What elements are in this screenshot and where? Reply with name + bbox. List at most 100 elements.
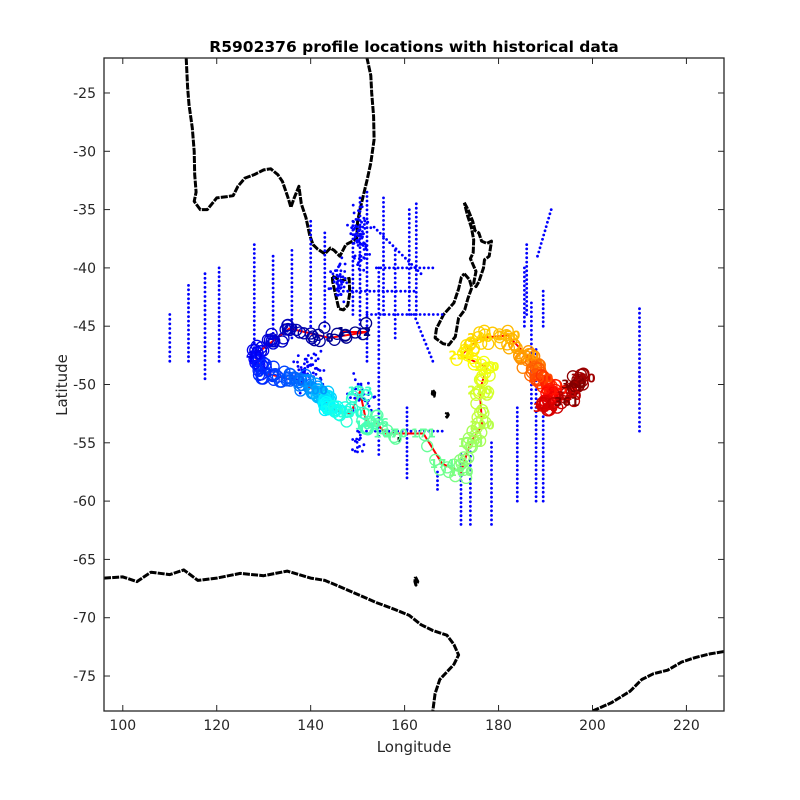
- historical-point: [490, 500, 493, 504]
- historical-point: [403, 289, 407, 293]
- historical-point: [354, 224, 358, 228]
- historical-point: [365, 359, 369, 363]
- profile-number-label: 171: [411, 427, 436, 441]
- historical-point: [358, 250, 362, 254]
- historical-point: [323, 280, 327, 284]
- historical-point: [490, 441, 493, 445]
- historical-point: [309, 265, 313, 269]
- historical-point: [365, 324, 369, 327]
- historical-point: [414, 286, 418, 290]
- historical-point: [363, 223, 366, 226]
- profile-number-label: 8: [325, 331, 333, 345]
- historical-point: [396, 266, 400, 270]
- historical-point: [382, 295, 385, 298]
- historical-point: [515, 495, 519, 499]
- historical-point: [358, 214, 362, 218]
- historical-point: [217, 315, 221, 319]
- historical-point: [271, 254, 275, 258]
- historical-point: [203, 286, 207, 289]
- historical-point: [337, 284, 341, 287]
- historical-point: [436, 474, 439, 478]
- historical-point: [396, 313, 400, 316]
- x-tick-label: 140: [297, 718, 324, 734]
- historical-point: [523, 275, 526, 279]
- historical-point: [296, 354, 300, 357]
- historical-point: [541, 433, 545, 436]
- profile-number-label: 310: [542, 383, 567, 397]
- historical-point: [638, 375, 641, 379]
- historical-point: [638, 343, 641, 347]
- historical-point: [299, 366, 303, 369]
- historical-point: [382, 205, 385, 209]
- historical-point: [323, 231, 327, 235]
- profile-marker: [303, 374, 317, 387]
- historical-point: [426, 347, 430, 350]
- historical-point: [358, 304, 362, 308]
- historical-point: [638, 316, 641, 320]
- historical-point: [271, 277, 275, 281]
- historical-point: [341, 289, 345, 293]
- historical-point: [490, 482, 493, 485]
- historical-point: [303, 362, 306, 366]
- historical-point: [187, 297, 190, 301]
- profile-marker: [265, 368, 279, 382]
- profile-marker: [510, 341, 523, 355]
- historical-point: [541, 237, 544, 241]
- coastline-0: [184, 58, 376, 258]
- historical-point: [405, 450, 409, 453]
- historical-point: [412, 313, 416, 316]
- profile-marker: [482, 337, 495, 351]
- historical-point: [534, 499, 538, 503]
- historical-point: [407, 221, 411, 225]
- historical-point: [377, 280, 381, 283]
- historical-point: [187, 337, 190, 341]
- coastline-5: [591, 650, 724, 711]
- historical-point: [407, 276, 411, 280]
- historical-point: [407, 281, 411, 284]
- historical-point: [365, 266, 369, 270]
- historical-point: [407, 212, 411, 216]
- historical-point: [358, 445, 361, 448]
- historical-point: [377, 380, 381, 384]
- historical-point: [309, 324, 313, 328]
- historical-point: [203, 290, 207, 294]
- historical-point: [523, 311, 526, 315]
- historical-point: [377, 271, 381, 274]
- historical-point: [377, 339, 381, 343]
- historical-point: [541, 324, 545, 328]
- historical-point: [187, 350, 190, 354]
- historical-point: [638, 348, 641, 351]
- historical-point: [414, 228, 418, 232]
- historical-point: [490, 464, 493, 467]
- historical-point: [340, 283, 343, 286]
- historical-point: [354, 387, 358, 391]
- profile-number-label: 200: [470, 418, 495, 432]
- profile-marker: [459, 471, 473, 485]
- historical-point: [394, 247, 398, 251]
- historical-point: [377, 334, 381, 338]
- historical-point: [534, 490, 538, 494]
- historical-point: [414, 266, 417, 270]
- profile-number-label: 210: [467, 383, 492, 397]
- profile-marker: [567, 382, 580, 396]
- historical-point: [309, 260, 313, 264]
- historical-point: [358, 277, 362, 281]
- profile-marker: [464, 337, 478, 350]
- historical-point: [541, 437, 545, 441]
- historical-point: [365, 235, 369, 239]
- historical-point: [515, 459, 519, 463]
- historical-point: [339, 275, 343, 279]
- historical-point: [407, 262, 411, 266]
- historical-point: [332, 280, 336, 283]
- y-tick-label: -40: [73, 261, 96, 277]
- historical-point: [365, 199, 369, 203]
- historical-point: [405, 410, 409, 414]
- historical-point: [638, 352, 641, 356]
- coastline-3: [433, 272, 474, 347]
- historical-point: [203, 359, 207, 362]
- historical-point: [417, 325, 421, 329]
- historical-point: [365, 217, 369, 221]
- profile-marker: [548, 396, 561, 410]
- historical-point: [323, 244, 327, 248]
- historical-point: [319, 349, 323, 353]
